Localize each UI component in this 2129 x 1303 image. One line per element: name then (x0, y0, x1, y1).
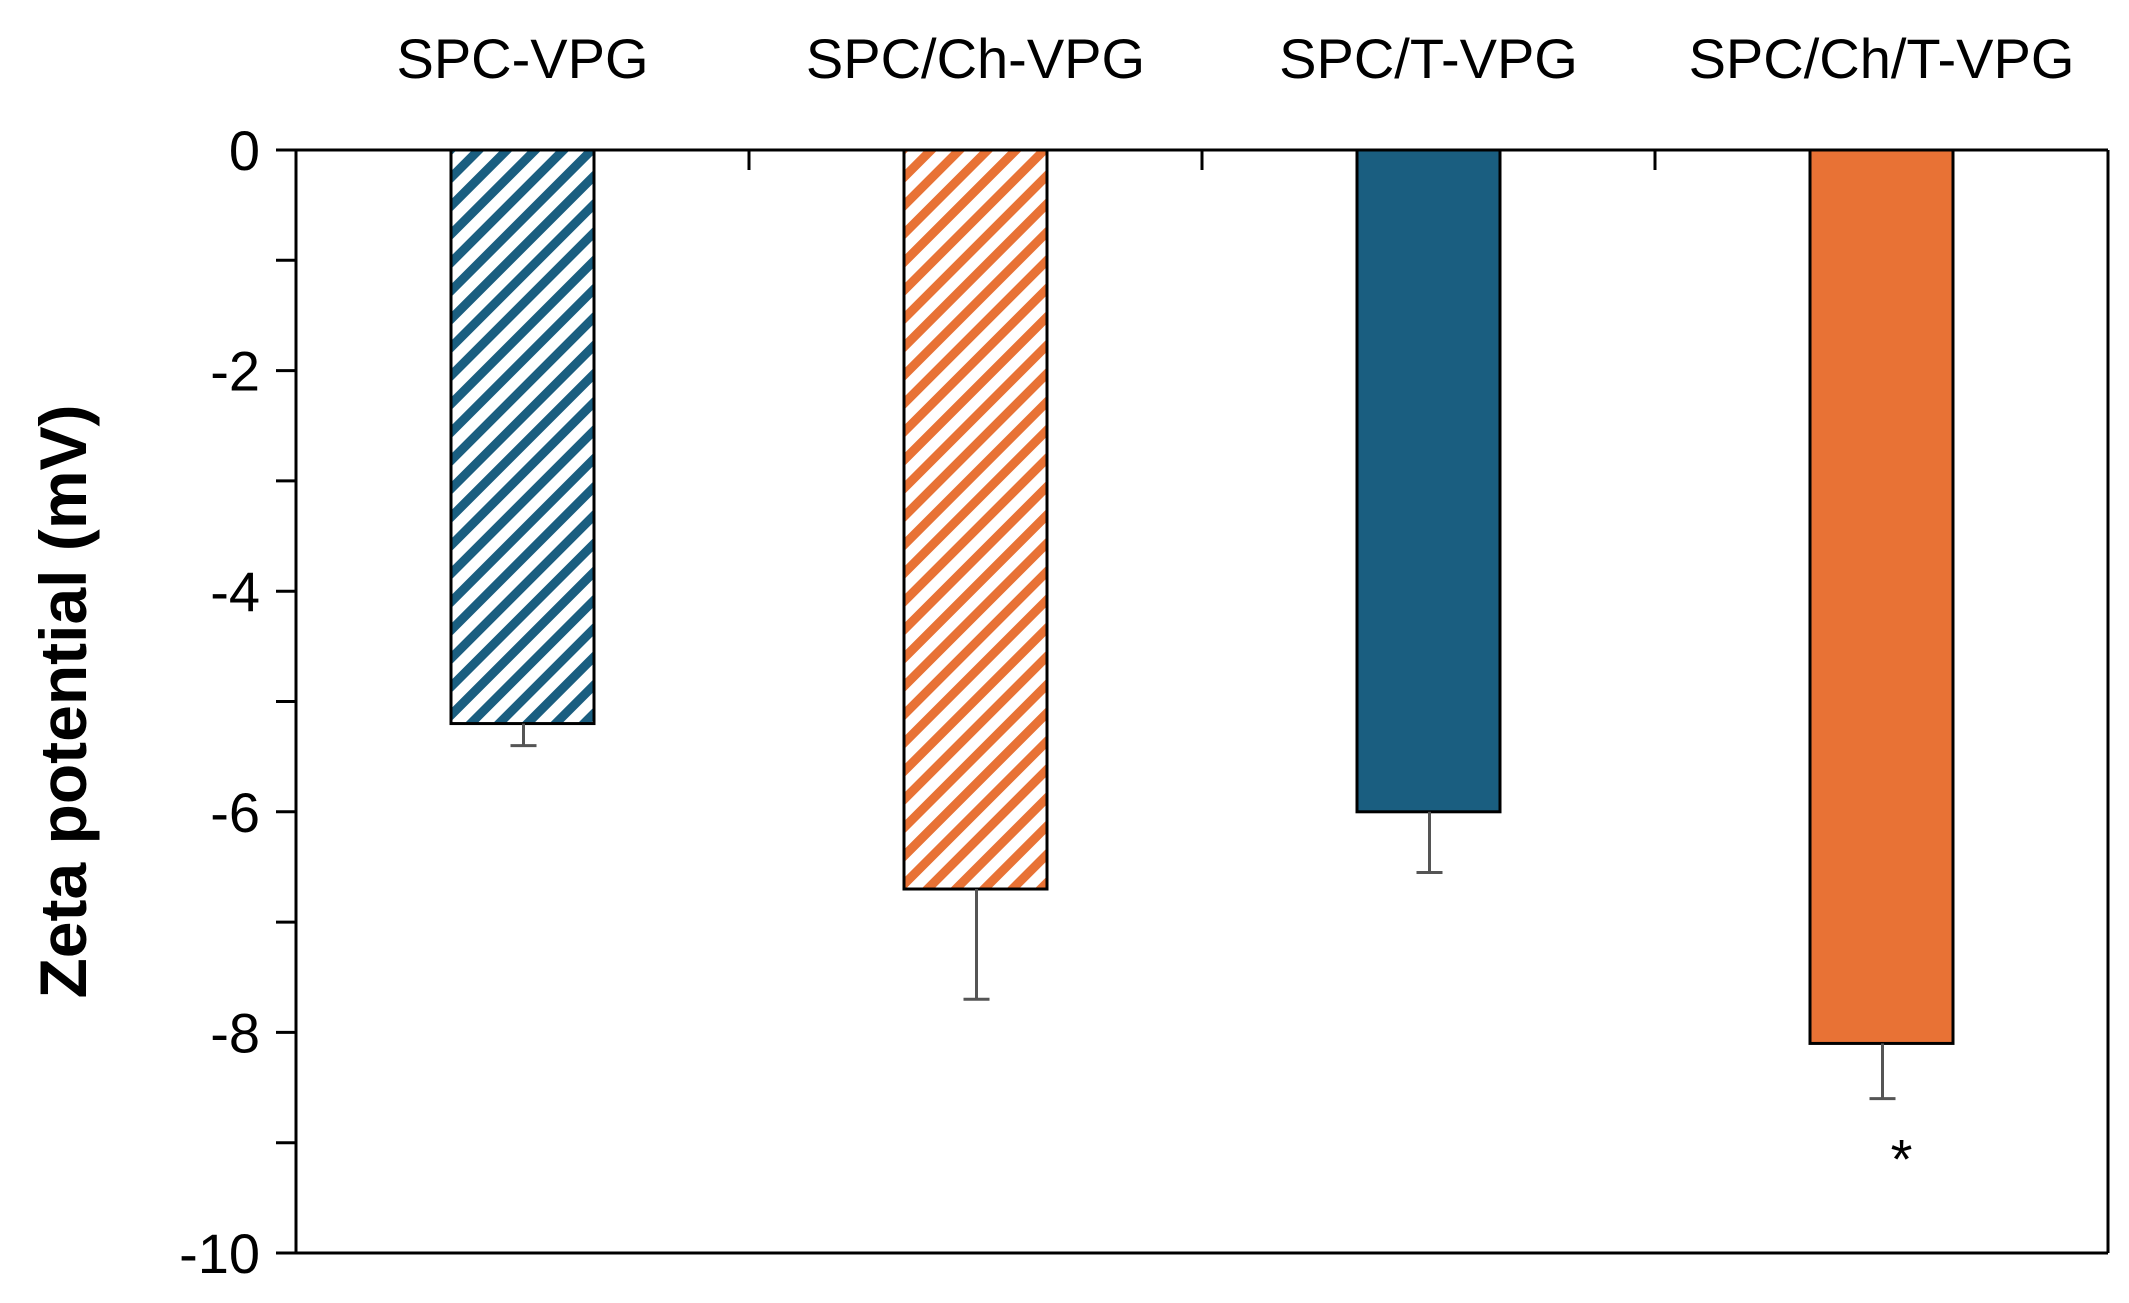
category-label: SPC/T-VPG (1279, 27, 1578, 90)
y-tick-label: -6 (210, 781, 260, 844)
category-label: SPC/Ch/T-VPG (1689, 27, 2075, 90)
error-bars-layer (510, 723, 1896, 1101)
bar-spc-vpg (449, 148, 596, 726)
bar-spc-t-vpg (1355, 148, 1502, 814)
significance-marker: * (1891, 1128, 1913, 1191)
bar-spc-ch-vpg (902, 148, 1049, 891)
axes-layer (276, 148, 2110, 1255)
y-tick-label: -8 (210, 1001, 260, 1064)
bars-layer (449, 148, 1955, 1045)
y-tick-label: -4 (210, 560, 260, 623)
category-label: SPC-VPG (396, 27, 648, 90)
category-label: SPC/Ch-VPG (806, 27, 1145, 90)
bar-spc-ch-t-vpg (1808, 148, 1955, 1045)
y-tick-label: 0 (229, 119, 260, 182)
y-tick-label: -2 (210, 340, 260, 403)
labels-layer: SPC-VPG SPC/Ch-VPG SPC/T-VPG SPC/Ch/T-VPG 0 -… (26, 27, 2074, 1285)
y-axis-title: Zeta potential (mV) (26, 404, 100, 998)
y-tick-label: -10 (179, 1222, 260, 1285)
